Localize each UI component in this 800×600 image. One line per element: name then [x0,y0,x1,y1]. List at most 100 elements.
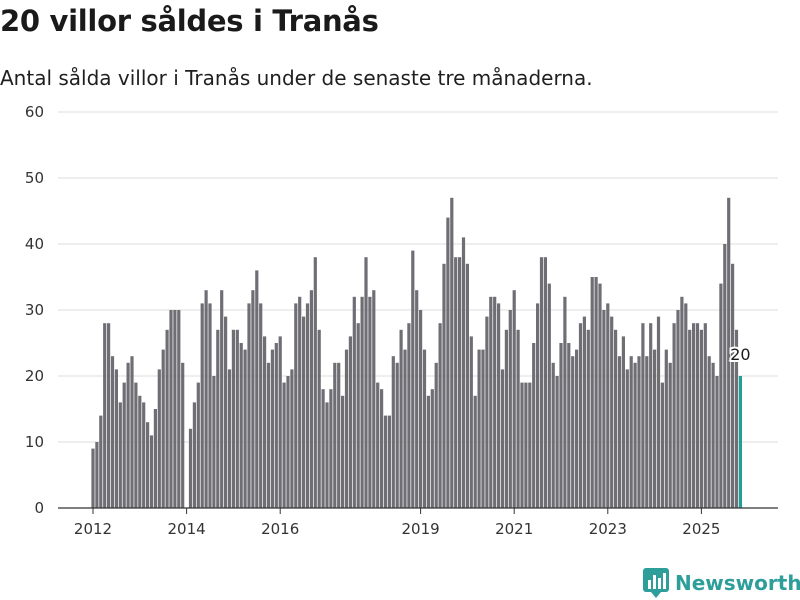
bar [461,237,466,508]
bar [656,316,661,508]
bar [485,316,489,508]
bar [707,356,711,508]
y-tick-label: 0 [34,499,44,517]
bar [212,376,216,508]
bar [477,349,481,508]
bar [247,303,251,508]
bar [500,369,505,508]
bar [715,376,719,508]
bar [649,323,653,508]
bar [637,356,641,508]
bar [610,316,614,508]
bar [266,362,271,508]
bar [356,323,360,508]
bar [99,415,103,508]
bar [107,323,111,508]
bar [317,329,321,508]
bar [528,382,532,508]
highlight-bar [738,376,742,508]
bar [157,369,161,508]
bar [575,349,579,508]
bar [368,296,372,508]
bar [625,369,629,508]
bar [676,310,680,508]
bar [508,310,512,508]
bar [703,323,707,508]
bar [153,409,157,508]
bar [204,290,208,508]
bar [231,329,235,508]
bar [169,310,173,508]
bar [138,395,142,508]
newsworthy-logo: Newsworthy [643,568,800,598]
y-tick-label: 30 [25,301,44,319]
bar [590,277,594,508]
bar [664,349,668,508]
bar [352,296,356,508]
bar [399,329,403,508]
bar [91,448,95,508]
bar [110,356,115,508]
bar [497,303,501,508]
bar [688,329,692,508]
bar [684,303,688,508]
bar [602,310,606,508]
bar [536,303,540,508]
bar [188,428,193,508]
bar [344,349,349,508]
bar [286,376,290,508]
bar [270,349,274,508]
bar [173,310,177,508]
bar [660,382,664,508]
bar [333,362,337,508]
bar [621,336,625,508]
bar [711,362,715,508]
x-tick-label: 2012 [74,520,112,538]
bar [598,283,602,508]
bar [489,296,493,508]
bar [734,329,739,508]
bar [341,395,345,508]
bar [520,382,524,508]
y-tick-label: 20 [25,367,44,385]
bar [473,395,477,508]
bar [329,389,333,508]
bar [692,323,696,508]
bar [274,343,278,508]
bar [360,296,364,508]
bar [668,362,672,508]
bar [547,283,551,508]
bar [633,362,637,508]
bar [372,290,376,508]
bar [122,382,126,508]
bar [165,329,169,508]
bar [255,270,259,508]
bar [235,329,239,508]
bar [563,296,567,508]
bar [337,362,341,508]
bar [434,362,438,508]
bar [446,217,450,508]
bar [220,290,224,508]
bar [395,362,399,508]
bar [532,343,536,508]
bar [411,250,415,508]
x-tick-label: 2019 [402,520,440,538]
bar [302,316,306,508]
bar [391,356,395,508]
bar [504,329,508,508]
bar [243,349,247,508]
bar [321,389,325,508]
bar [524,382,528,508]
bar [263,336,267,508]
brand-name: Newsworthy [675,571,800,595]
chart-subtitle: Antal sålda villor i Tranås under de sen… [0,66,593,90]
bar [192,402,196,508]
bar-chart-logo-icon [643,568,669,598]
chart-title: 20 villor såldes i Tranås [0,4,379,38]
x-tick-label: 2025 [682,520,720,538]
bar [259,303,263,508]
bar [493,296,497,508]
bar [617,356,622,508]
